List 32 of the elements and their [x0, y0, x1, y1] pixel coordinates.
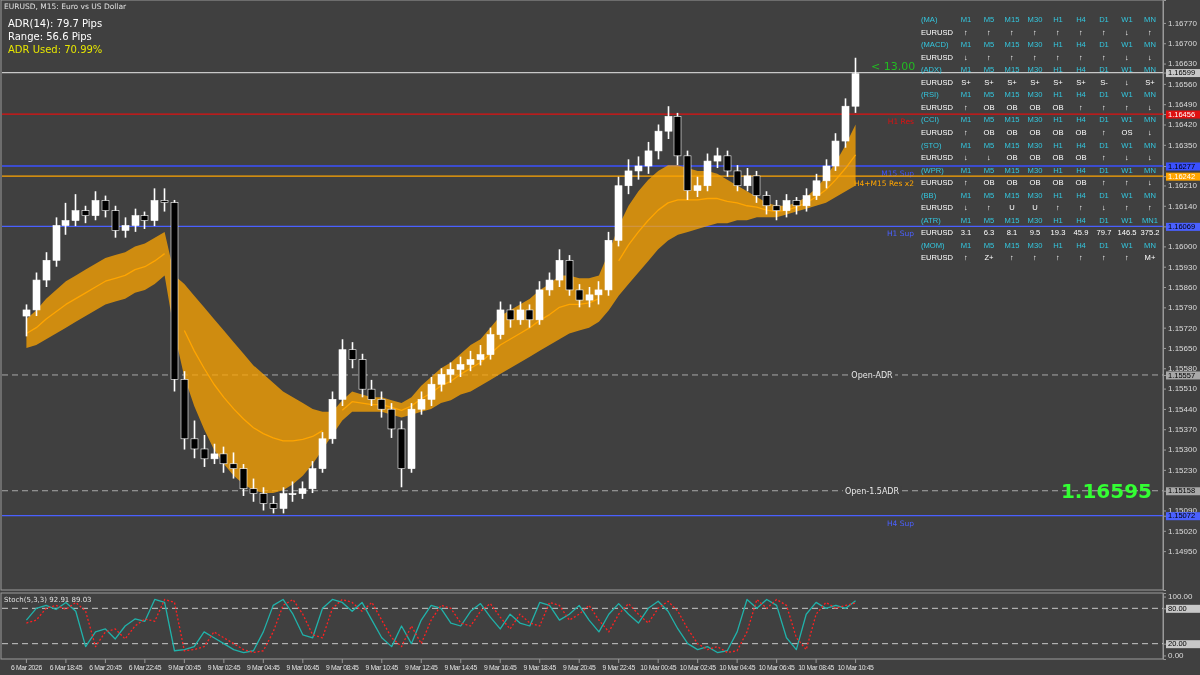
- y-tick-label: 1.15230: [1168, 465, 1198, 475]
- y-tick-label: 1.16700: [1168, 39, 1198, 49]
- annotation: ADR(14): 79.7 Pips: [8, 18, 103, 29]
- annotation: ADR Used: 70.99%: [8, 44, 103, 55]
- y-tick-label: 1.16210: [1168, 181, 1198, 191]
- text: 1.16595: [1060, 479, 1152, 503]
- y-tick-label: 1.16140: [1168, 201, 1198, 211]
- y-tick-label: 1.15650: [1168, 343, 1198, 353]
- y-tick-label: 1.15580: [1168, 364, 1198, 374]
- y-tick-label: 1.16350: [1168, 140, 1198, 150]
- y-tick-label: 1.15790: [1168, 303, 1198, 313]
- y-tick-label: 1.16420: [1168, 120, 1198, 130]
- text: < 13.00: [871, 60, 916, 73]
- y-tick-label: 1.15370: [1168, 425, 1198, 435]
- y-tick-label: 1.16000: [1168, 242, 1198, 252]
- y-tick-label: 1.16560: [1168, 79, 1198, 89]
- y-tick-label: 1.16630: [1168, 59, 1198, 69]
- y-tick-label: 1.15860: [1168, 282, 1198, 292]
- ref-line-label: Open-1.5ADR: [844, 486, 900, 496]
- y-tick-label: 1.16770: [1168, 18, 1198, 28]
- y-tick-label: 1.15510: [1168, 384, 1198, 394]
- y-tick-label: 1.15020: [1168, 526, 1198, 536]
- y-tick-label: 0.00: [1168, 651, 1185, 661]
- y-tick-label: 1.16490: [1168, 100, 1198, 110]
- y-tick-label: 1.15930: [1168, 262, 1198, 272]
- y-tick-label: 1.15440: [1168, 404, 1198, 414]
- y-tick-label: 1.14950: [1168, 547, 1198, 557]
- y-tick-label: 1.15300: [1168, 445, 1198, 455]
- ref-line-label: Open-ADR: [851, 370, 894, 380]
- y-tick-label: 1.15720: [1168, 323, 1198, 333]
- annotation: Range: 56.6 Pips: [8, 31, 92, 42]
- y-tick-label: 100.00: [1168, 592, 1194, 602]
